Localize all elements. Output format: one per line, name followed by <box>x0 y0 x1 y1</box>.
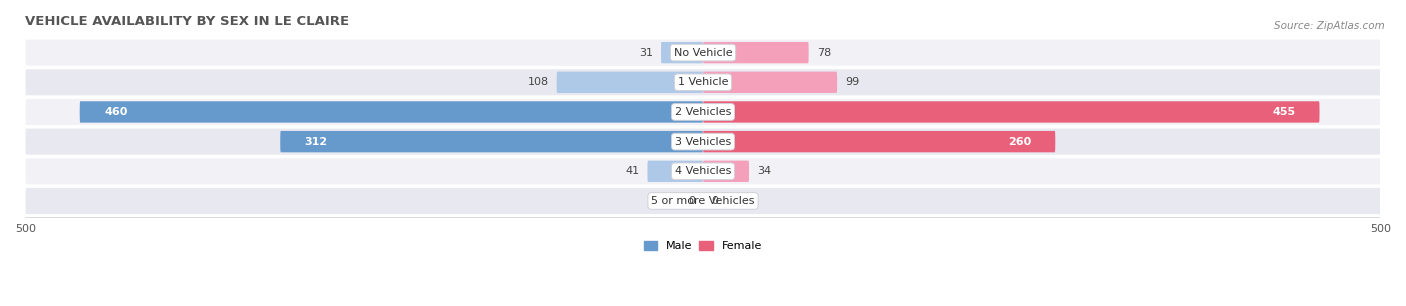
FancyBboxPatch shape <box>661 42 703 63</box>
Text: 455: 455 <box>1272 107 1295 117</box>
Text: 260: 260 <box>1008 136 1031 147</box>
Text: 3 Vehicles: 3 Vehicles <box>675 136 731 147</box>
Text: 312: 312 <box>305 136 328 147</box>
Text: VEHICLE AVAILABILITY BY SEX IN LE CLAIRE: VEHICLE AVAILABILITY BY SEX IN LE CLAIRE <box>25 15 350 28</box>
Text: 0: 0 <box>688 196 695 206</box>
Text: 2 Vehicles: 2 Vehicles <box>675 107 731 117</box>
FancyBboxPatch shape <box>25 158 1381 184</box>
Text: 34: 34 <box>758 166 772 176</box>
FancyBboxPatch shape <box>25 99 1381 125</box>
FancyBboxPatch shape <box>703 42 808 63</box>
Text: 41: 41 <box>626 166 640 176</box>
FancyBboxPatch shape <box>703 161 749 182</box>
FancyBboxPatch shape <box>703 72 837 93</box>
Text: No Vehicle: No Vehicle <box>673 48 733 58</box>
FancyBboxPatch shape <box>557 72 703 93</box>
Text: 4 Vehicles: 4 Vehicles <box>675 166 731 176</box>
Text: 31: 31 <box>638 48 652 58</box>
Text: 0: 0 <box>711 196 718 206</box>
Text: 78: 78 <box>817 48 831 58</box>
Text: 108: 108 <box>527 77 548 87</box>
Text: 460: 460 <box>104 107 128 117</box>
FancyBboxPatch shape <box>25 69 1381 95</box>
FancyBboxPatch shape <box>280 131 703 152</box>
FancyBboxPatch shape <box>25 39 1381 66</box>
Legend: Male, Female: Male, Female <box>640 237 766 256</box>
FancyBboxPatch shape <box>25 129 1381 155</box>
Text: 1 Vehicle: 1 Vehicle <box>678 77 728 87</box>
Text: 5 or more Vehicles: 5 or more Vehicles <box>651 196 755 206</box>
FancyBboxPatch shape <box>25 188 1381 214</box>
Text: 99: 99 <box>845 77 859 87</box>
Text: Source: ZipAtlas.com: Source: ZipAtlas.com <box>1274 21 1385 32</box>
FancyBboxPatch shape <box>80 101 703 123</box>
FancyBboxPatch shape <box>647 161 703 182</box>
FancyBboxPatch shape <box>703 131 1056 152</box>
FancyBboxPatch shape <box>703 101 1319 123</box>
